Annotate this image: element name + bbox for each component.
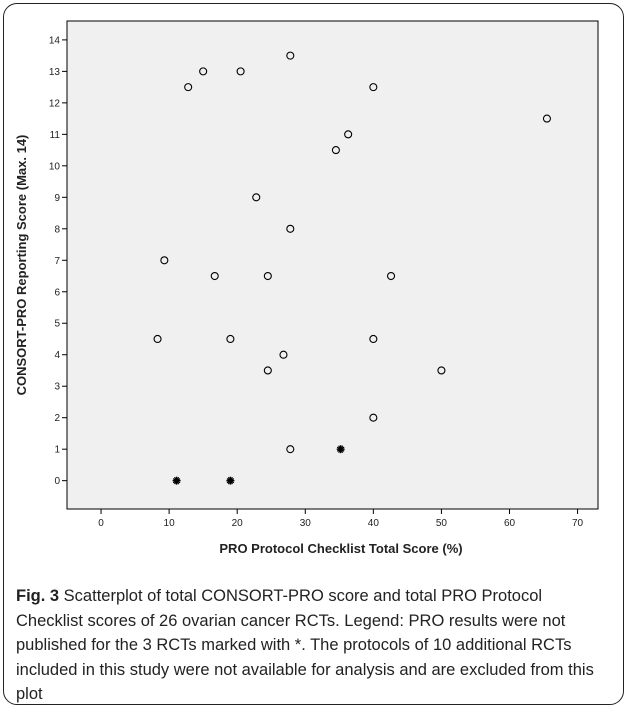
asterisk-data-point (226, 476, 235, 485)
x-tick-label: 60 (504, 518, 516, 529)
figure-caption: Fig. 3 Scatterplot of total CONSORT-PRO … (16, 584, 612, 707)
data-point (344, 130, 353, 139)
figure-label: Fig. 3 (16, 587, 60, 605)
asterisk-data-point (172, 476, 181, 485)
y-tick-label: 13 (49, 67, 61, 78)
data-point (286, 51, 295, 60)
data-point (369, 413, 378, 422)
data-point (263, 366, 272, 375)
data-point (369, 83, 378, 92)
x-axis: 0 10 20 30 40 50 60 70 (98, 509, 584, 529)
x-tick-label: 0 (98, 518, 104, 529)
y-tick-label: 11 (50, 130, 61, 141)
y-tick-label: 3 (54, 382, 60, 393)
x-tick-label: 30 (300, 518, 312, 529)
data-point (331, 146, 340, 155)
x-tick-label: 70 (572, 518, 584, 529)
data-point (542, 114, 551, 123)
data-point (252, 193, 261, 202)
x-tick-label: 40 (368, 518, 380, 529)
y-tick-label: 14 (49, 35, 61, 46)
data-point (184, 83, 193, 92)
x-tick-label: 20 (232, 518, 244, 529)
data-point (286, 445, 295, 454)
y-tick-label: 6 (54, 287, 60, 298)
data-point (210, 271, 219, 281)
plot-background (66, 20, 599, 510)
data-point (153, 334, 162, 344)
x-tick-label: 50 (436, 518, 448, 529)
data-point (279, 350, 288, 359)
y-tick-label: 0 (54, 476, 60, 487)
data-point (199, 67, 208, 76)
x-tick-label: 10 (164, 518, 176, 529)
asterisk-data-point (336, 445, 345, 454)
data-point (263, 271, 272, 281)
y-tick-label: 1 (54, 445, 60, 456)
y-tick-label: 9 (54, 193, 60, 204)
y-tick-label: 2 (54, 413, 60, 424)
x-axis-label: PRO Protocol Checklist Total Score (%) (219, 541, 462, 556)
y-tick-label: 4 (54, 350, 60, 361)
data-point (226, 334, 235, 344)
data-point (160, 256, 169, 265)
data-points (153, 51, 551, 485)
data-point (236, 67, 245, 76)
y-tick-label: 12 (49, 98, 61, 109)
data-point (437, 366, 446, 375)
data-point (286, 224, 295, 233)
y-tick-label: 5 (54, 319, 60, 330)
y-tick-label: 8 (54, 224, 60, 235)
data-point (369, 334, 378, 344)
y-tick-label: 10 (49, 161, 61, 172)
data-point (386, 271, 396, 281)
y-tick-label: 7 (54, 256, 60, 267)
y-axis-label: CONSORT-PRO Reporting Score (Max. 14) (14, 135, 29, 396)
caption-text: Scatterplot of total CONSORT-PRO score a… (16, 587, 594, 703)
